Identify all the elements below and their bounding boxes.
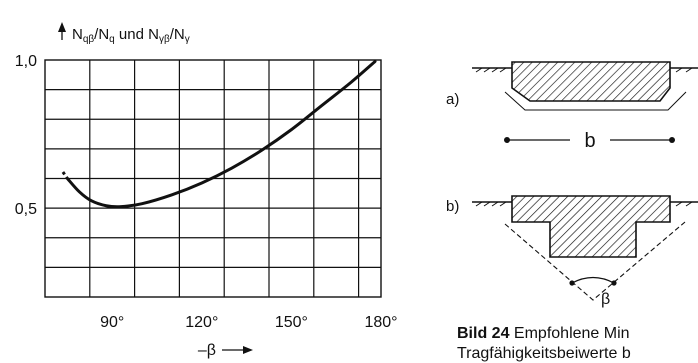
foundation-sketch-a: a)	[446, 61, 698, 111]
label-b: b)	[446, 198, 459, 215]
y-tick-label: 1,0	[15, 53, 37, 70]
figure-caption: Bild 24 Empfohlene Min Tragfähigkeitsbei…	[457, 324, 698, 363]
data-series	[61, 59, 377, 209]
svg-text:Nqβ/Nq und Nγβ/Nγ: Nqβ/Nq und Nγβ/Nγ	[72, 26, 190, 45]
label-a: a)	[446, 91, 459, 108]
x-tick-label: 180°	[364, 314, 397, 331]
series-line-dashed-start	[61, 171, 69, 180]
caption-line2: Tragfähigkeitsbeiwerte b	[457, 345, 631, 362]
x-axis-label: –β	[198, 342, 253, 359]
x-tick-label: 90°	[100, 314, 124, 331]
y-tick-label: 0,5	[15, 201, 37, 218]
foundation-sketch-b: b) β	[446, 195, 698, 308]
y-axis-label: Nqβ/Nq und Nγβ/Nγ	[58, 22, 190, 45]
caption-label: Bild 24	[457, 325, 510, 342]
x-tick-label: 120°	[185, 314, 218, 331]
chart: Nqβ/Nq und Nγβ/Nγ 90° 120° 150° 180° 1,0 0,5…	[15, 22, 398, 359]
plot-frame	[44, 59, 382, 298]
x-tick-label: 150°	[275, 314, 308, 331]
series-line	[65, 59, 377, 209]
x-tick-labels: 90° 120° 150° 180°	[100, 314, 397, 331]
caption-line1: Empfohlene Min	[513, 325, 630, 342]
dimension-b: b	[504, 130, 675, 152]
dim-label-b: b	[584, 130, 595, 152]
angle-label-beta: β	[601, 291, 610, 308]
svg-text:–β: –β	[198, 342, 216, 359]
y-tick-labels: 1,0 0,5	[15, 53, 37, 218]
